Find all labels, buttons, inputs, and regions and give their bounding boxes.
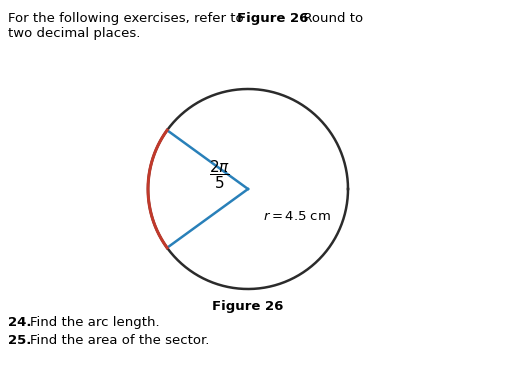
Text: 25.: 25. bbox=[8, 334, 31, 347]
Text: Find the arc length.: Find the arc length. bbox=[30, 316, 159, 329]
Text: Figure 26: Figure 26 bbox=[236, 12, 308, 25]
Text: 24.: 24. bbox=[8, 316, 31, 329]
Text: . Round to: . Round to bbox=[294, 12, 363, 25]
Text: two decimal places.: two decimal places. bbox=[8, 27, 140, 40]
Text: Figure 26: Figure 26 bbox=[212, 300, 283, 313]
Text: $\dfrac{2\pi}{5}$: $\dfrac{2\pi}{5}$ bbox=[209, 159, 230, 191]
Text: For the following exercises, refer to: For the following exercises, refer to bbox=[8, 12, 247, 25]
Text: $r = 4.5$ cm: $r = 4.5$ cm bbox=[263, 210, 330, 223]
Text: Find the area of the sector.: Find the area of the sector. bbox=[30, 334, 209, 347]
